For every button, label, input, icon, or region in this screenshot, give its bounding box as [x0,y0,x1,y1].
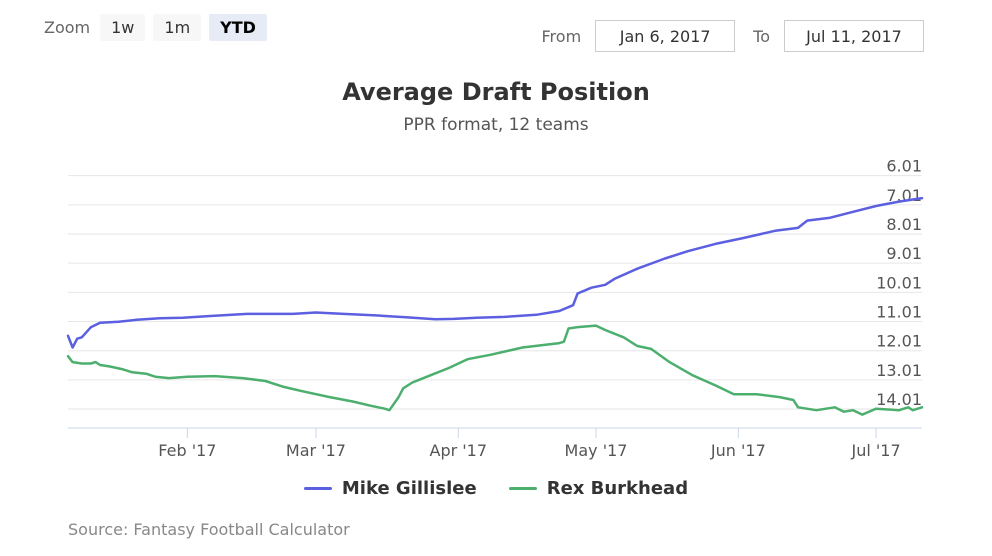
y-tick-label: 8.01 [886,215,922,234]
chart-subtitle: PPR format, 12 teams [403,115,589,135]
y-tick-label: 13.01 [876,361,922,380]
to-label: To [753,26,770,46]
legend-label: Mike Gillislee [341,478,477,499]
date-range-selector: From Jan 6, 2017 To Jul 11, 2017 [524,20,924,52]
y-tick-label: 14.01 [876,390,922,409]
x-tick-label: Mar '17 [286,441,346,460]
legend-item-rex-burkhead[interactable]: Rex Burkhead [508,478,689,499]
x-tick-label: Jun '17 [710,441,766,460]
legend-item-mike-gillislee[interactable]: Mike Gillislee [303,478,477,499]
chart-source: Source: Fantasy Football Calculator [68,520,350,539]
from-date-input[interactable]: Jan 6, 2017 [595,20,736,52]
series-line-mike-gillislee [66,196,924,349]
x-tick-label: Feb '17 [158,441,216,460]
legend-label: Rex Burkhead [546,478,689,499]
y-tick-label: 11.01 [876,303,922,322]
chart-title: Average Draft Position [342,78,650,106]
zoom-bar: Zoom 1w 1m YTD [44,14,275,41]
y-tick-label: 12.01 [876,332,922,351]
x-tick-label: Jul '17 [851,441,901,460]
zoom-1m-button[interactable]: 1m [153,14,202,41]
series-line-rex-burkhead [66,324,924,416]
zoom-1w-button[interactable]: 1w [100,14,146,41]
y-tick-label: 9.01 [886,244,922,263]
chart-legend: Mike Gillislee Rex Burkhead [0,478,992,499]
y-tick-label: 6.01 [886,157,922,176]
to-date-input[interactable]: Jul 11, 2017 [784,20,924,52]
legend-swatch-rex-burkhead [508,487,537,490]
from-label: From [541,26,582,46]
chart-plot: 6.017.018.019.0110.0111.0112.0113.0114.0… [66,157,924,460]
legend-swatch-mike-gillislee [303,487,332,490]
zoom-ytd-button[interactable]: YTD [209,14,267,41]
y-tick-label: 10.01 [876,273,922,292]
x-tick-label: May '17 [565,441,628,460]
x-tick-label: Apr '17 [430,441,488,460]
zoom-label: Zoom [44,18,91,37]
